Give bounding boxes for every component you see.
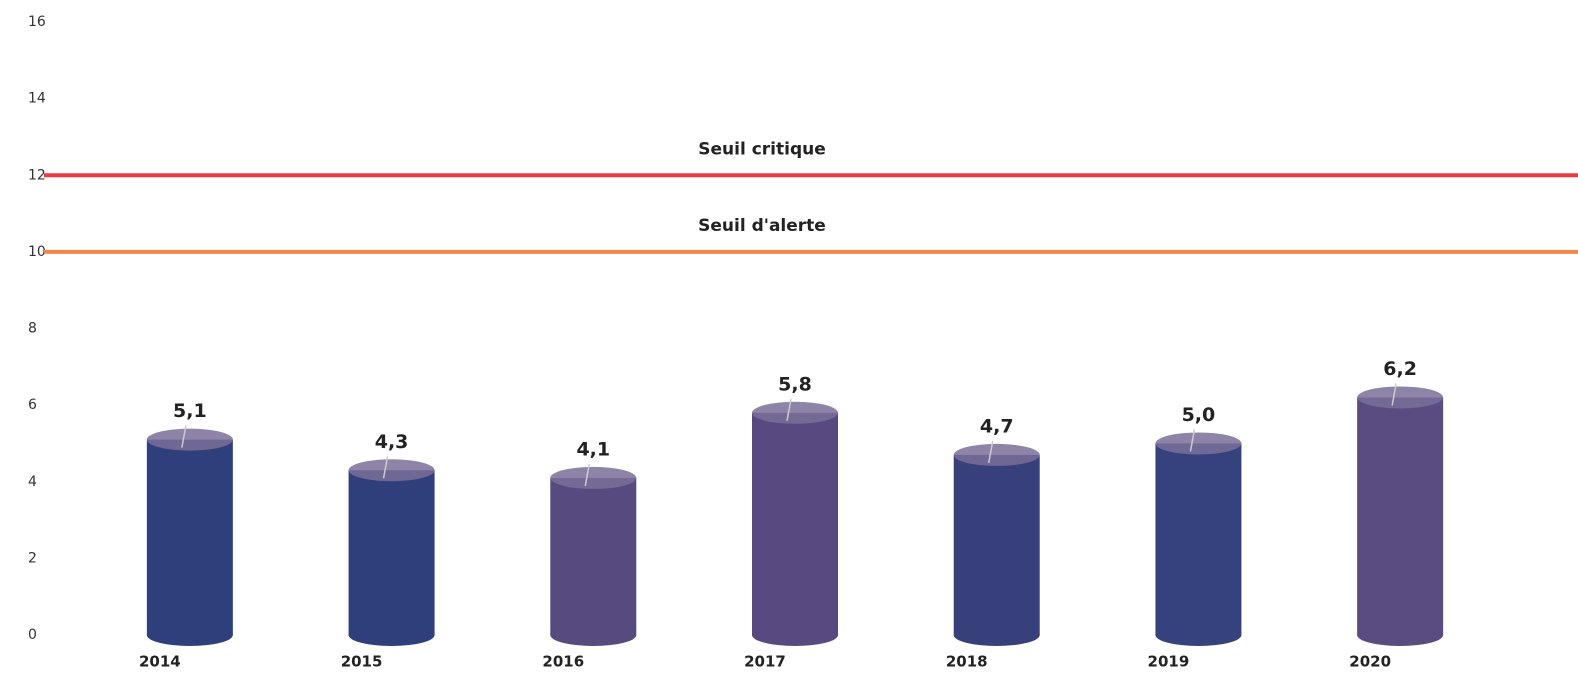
- bar-base: [1155, 624, 1242, 646]
- label-leader: [1189, 429, 1196, 452]
- value-label: 6,2: [1383, 358, 1417, 380]
- x-tick-label: 2018: [946, 653, 988, 671]
- x-tick-label: 2017: [744, 653, 786, 671]
- value-label: 5,8: [778, 373, 812, 395]
- value-label: 4,3: [375, 431, 409, 453]
- label-leader: [987, 440, 994, 464]
- threshold-label: Seuil critique: [698, 139, 826, 159]
- y-tick-label: 2: [28, 550, 37, 566]
- y-tick-label: 0: [28, 627, 37, 643]
- y-tick-label: 10: [28, 244, 46, 260]
- value-label: 4,1: [576, 438, 610, 460]
- x-tick-label: 2015: [341, 653, 383, 671]
- y-tick-label: 12: [28, 167, 46, 183]
- bar: [953, 454, 1040, 635]
- bar: [146, 439, 233, 635]
- label-leader: [786, 398, 792, 421]
- label-leader: [584, 463, 591, 487]
- x-tick-label: 2014: [139, 653, 181, 671]
- bar: [348, 470, 435, 635]
- bar: [1155, 443, 1242, 635]
- bar-cap: [1357, 386, 1444, 409]
- y-tick-label: 14: [28, 91, 46, 107]
- bar-base: [953, 624, 1040, 646]
- label-leader: [382, 456, 389, 479]
- threshold-label: Seuil d'alerte: [698, 216, 826, 236]
- bar-base: [1357, 624, 1444, 646]
- x-tick-label: 2019: [1148, 653, 1190, 671]
- label-leader: [181, 425, 187, 448]
- label-leader: [1391, 383, 1397, 406]
- bar-base: [146, 624, 233, 646]
- y-tick-label: 8: [28, 321, 37, 337]
- bar-cap: [146, 428, 233, 451]
- x-tick-label: 2020: [1349, 653, 1391, 671]
- bar-base: [752, 624, 838, 646]
- bar: [550, 477, 637, 635]
- bar-cap: [953, 443, 1040, 466]
- value-label: 5,0: [1182, 404, 1216, 426]
- y-tick-label: 16: [28, 14, 46, 30]
- y-tick-label: 6: [28, 397, 37, 413]
- y-tick-label: 4: [28, 474, 37, 490]
- bar-cap: [550, 466, 637, 489]
- bar-cap: [1155, 432, 1242, 455]
- bar-base: [550, 624, 637, 646]
- value-label: 4,7: [980, 415, 1014, 437]
- bar: [1357, 397, 1444, 635]
- bar-base: [348, 624, 435, 646]
- value-label: 5,1: [173, 400, 207, 422]
- bar-cap: [752, 401, 838, 424]
- bar: [752, 412, 838, 635]
- x-tick-label: 2016: [542, 653, 584, 671]
- bar-cap: [348, 459, 435, 482]
